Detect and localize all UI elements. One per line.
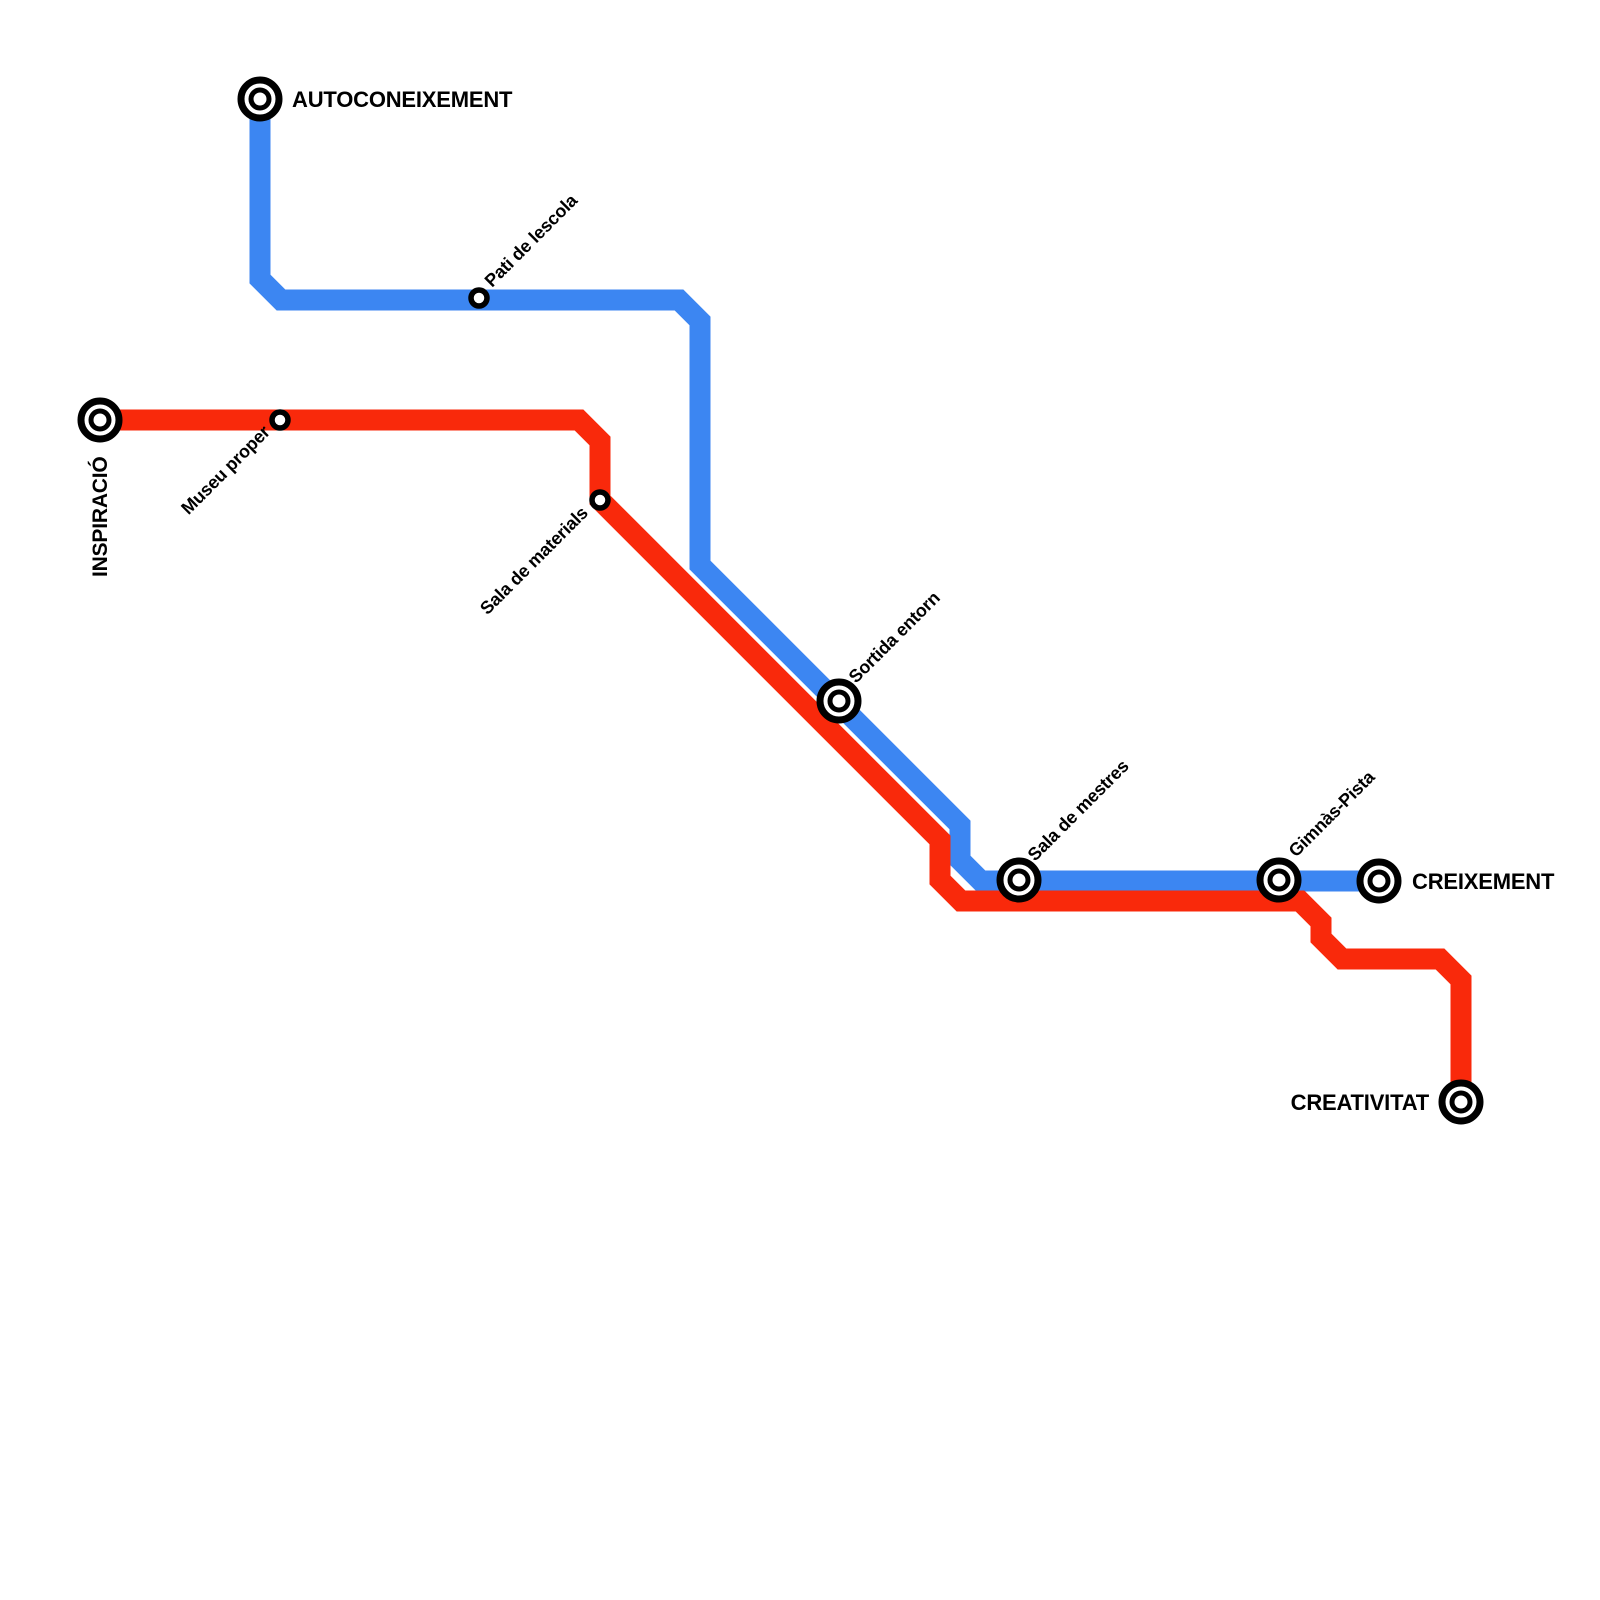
station-label-sala-de-mestres: Sala de mestres <box>1024 756 1133 865</box>
station-label-museu-proper: Museu proper <box>177 422 274 519</box>
stop-circle-icon <box>468 287 490 309</box>
red-line-path <box>100 409 1472 1102</box>
station-label-pati-de-lescola: Pati de lescola <box>481 190 582 291</box>
bullseye-icon-center <box>1449 1090 1473 1114</box>
station-label-creixement: CREIXEMENT <box>1412 869 1555 894</box>
station-creativitat[interactable] <box>1438 1079 1484 1125</box>
station-museu-proper[interactable] <box>269 409 291 431</box>
bullseye-icon-center <box>88 408 112 432</box>
station-label-inspiracio: INSPIRACIÓ <box>88 456 112 577</box>
stop-circle-icon <box>269 409 291 431</box>
station-sala-de-materials[interactable] <box>589 489 611 511</box>
station-autoconeixement[interactable] <box>237 76 283 122</box>
station-pati-de-lescola[interactable] <box>468 287 490 309</box>
station-label-creativitat: CREATIVITAT <box>1291 1090 1430 1115</box>
station-label-gimnas-pista: Gimnàs-Pista <box>1285 766 1380 861</box>
bullseye-icon-center <box>1367 869 1391 893</box>
bullseye-icon-center <box>248 87 272 111</box>
bullseye-icon-center <box>1007 868 1031 892</box>
station-label-sala-de-materials: Sala de materials <box>476 503 592 619</box>
station-label-autoconeixement: AUTOCONEIXEMENT <box>292 87 513 112</box>
bullseye-icon-center <box>1267 868 1291 892</box>
station-label-sortida-entorn: Sortida entorn <box>845 588 944 687</box>
station-creixement[interactable] <box>1356 858 1402 904</box>
stop-circle-icon <box>589 489 611 511</box>
station-sala-de-mestres[interactable] <box>996 857 1042 903</box>
blue-line-path <box>249 95 1379 892</box>
station-sortida-entorn[interactable] <box>816 678 862 724</box>
station-inspiracio[interactable] <box>77 397 123 443</box>
bullseye-icon-center <box>827 689 851 713</box>
station-gimnas-pista[interactable] <box>1256 857 1302 903</box>
